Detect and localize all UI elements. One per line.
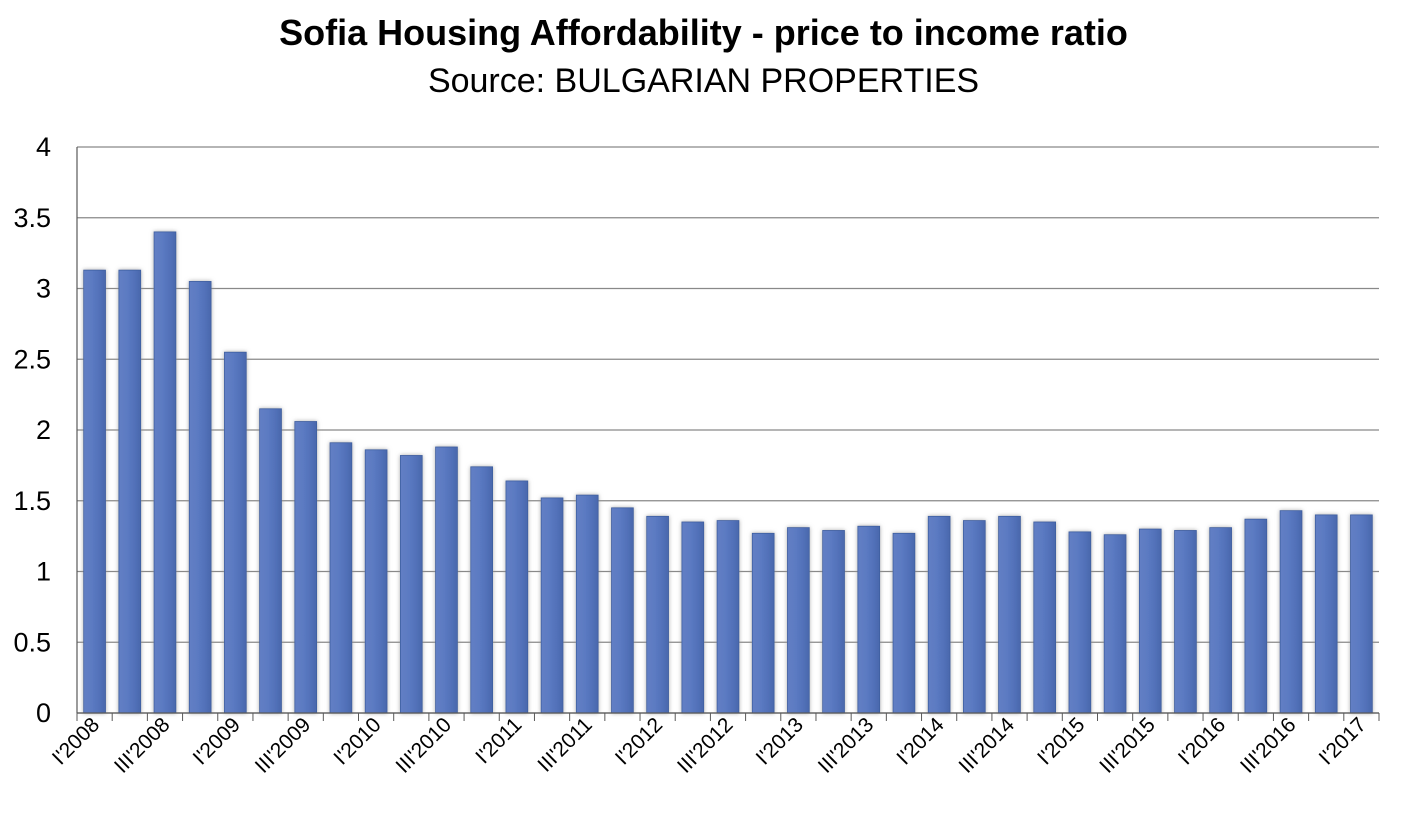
svg-text:0.5: 0.5 bbox=[13, 627, 51, 657]
svg-text:III'2014: III'2014 bbox=[955, 713, 1020, 778]
svg-text:I'2013: I'2013 bbox=[752, 713, 808, 769]
svg-text:2: 2 bbox=[36, 415, 51, 445]
svg-text:4: 4 bbox=[36, 132, 51, 162]
svg-text:I'2010: I'2010 bbox=[329, 713, 385, 769]
svg-text:I'2015: I'2015 bbox=[1033, 713, 1089, 769]
svg-text:3.5: 3.5 bbox=[13, 203, 51, 233]
svg-text:0: 0 bbox=[36, 698, 51, 728]
svg-text:III'2015: III'2015 bbox=[1095, 713, 1160, 778]
svg-text:III'2011: III'2011 bbox=[533, 713, 596, 776]
svg-text:III'2009: III'2009 bbox=[251, 713, 316, 778]
svg-text:I'2011: I'2011 bbox=[471, 713, 526, 768]
svg-text:I'2009: I'2009 bbox=[189, 713, 245, 769]
svg-text:I'2017: I'2017 bbox=[1315, 713, 1371, 769]
svg-text:III'2012: III'2012 bbox=[673, 713, 738, 778]
svg-text:I'2014: I'2014 bbox=[892, 713, 948, 769]
svg-text:3: 3 bbox=[36, 274, 51, 304]
svg-text:1.5: 1.5 bbox=[13, 486, 51, 516]
svg-text:1: 1 bbox=[36, 557, 51, 587]
svg-text:I'2008: I'2008 bbox=[48, 713, 104, 769]
svg-text:III'2010: III'2010 bbox=[392, 713, 457, 778]
svg-text:III'2016: III'2016 bbox=[1236, 713, 1301, 778]
svg-text:III'2008: III'2008 bbox=[110, 713, 175, 778]
svg-text:I'2016: I'2016 bbox=[1174, 713, 1230, 769]
svg-text:2.5: 2.5 bbox=[13, 344, 51, 374]
svg-text:III'2013: III'2013 bbox=[814, 713, 879, 778]
svg-text:I'2012: I'2012 bbox=[611, 713, 667, 769]
